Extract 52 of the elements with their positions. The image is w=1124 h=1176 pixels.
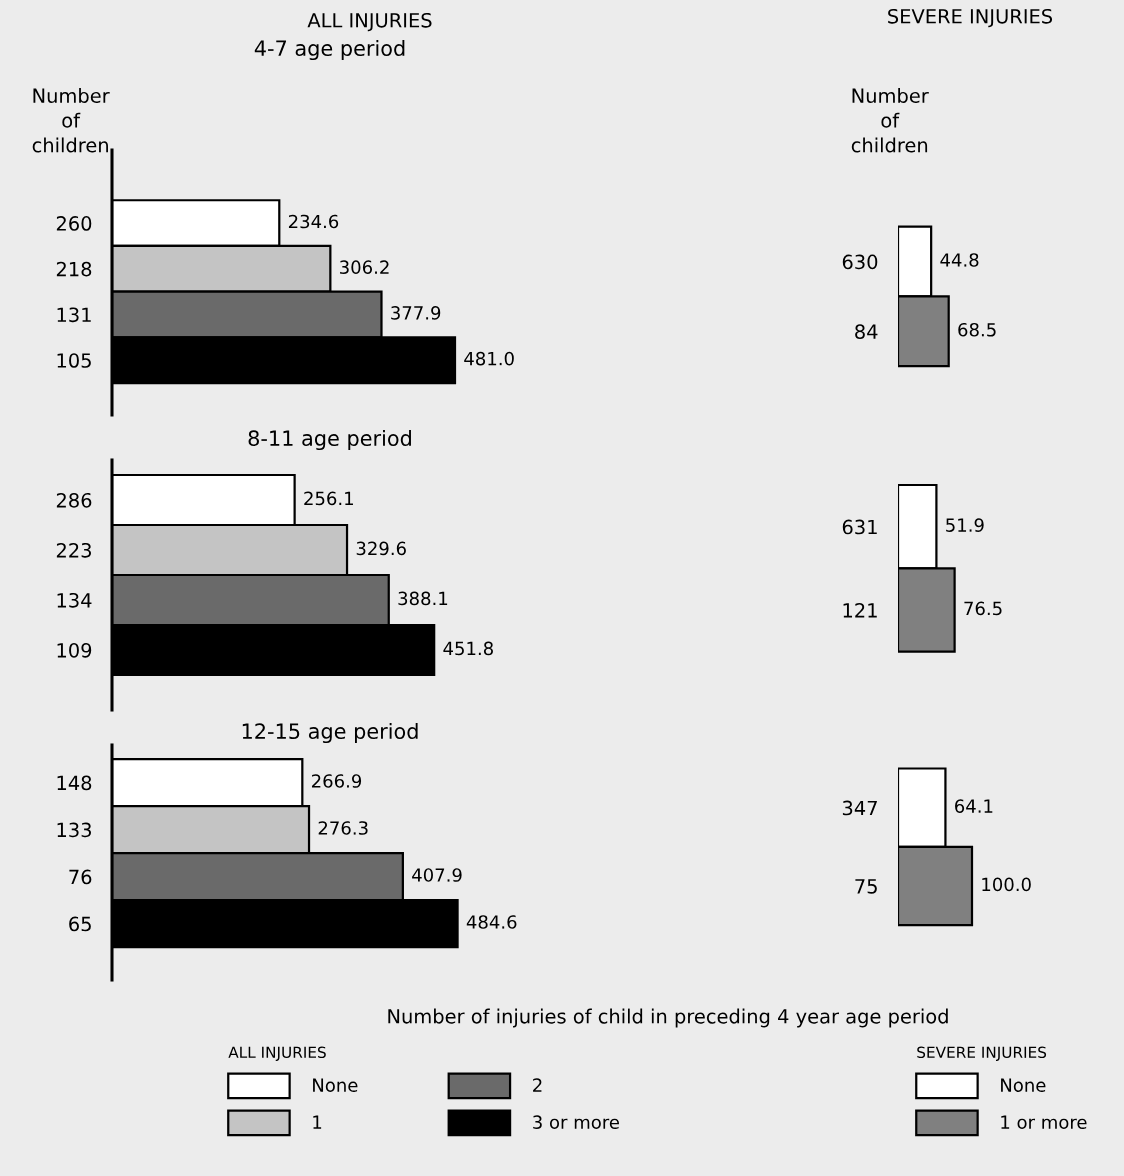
data-label: 329.6 — [356, 541, 406, 556]
y-tick-label: 75 — [855, 879, 877, 894]
legend-label: 3 or more — [533, 1115, 619, 1129]
y-axis-title: Number of children — [851, 88, 929, 153]
y-tick-label: 148 — [57, 775, 92, 791]
data-label: 388.1 — [398, 591, 448, 606]
y-tick-label: 133 — [57, 822, 91, 838]
data-label: 51.9 — [946, 518, 984, 532]
y-tick-label: 109 — [57, 642, 92, 658]
data-label: 484.6 — [466, 915, 517, 929]
y-tick-label: 105 — [57, 353, 91, 368]
y-tick-label: 84 — [855, 324, 878, 339]
data-label: 256.1 — [304, 491, 353, 506]
y-tick-label: 121 — [843, 602, 877, 618]
y-tick-label: 631 — [842, 519, 877, 535]
chart-title: 12-15 age period — [242, 722, 418, 744]
legend-title: ALL INJURIES — [228, 1046, 326, 1061]
legend-label: None — [313, 1078, 358, 1092]
y-tick-label: 131 — [57, 307, 91, 323]
chart-title: 4-7 age period — [254, 39, 405, 61]
y-tick-label: 260 — [56, 216, 92, 231]
y-tick-label: 347 — [842, 800, 877, 816]
data-label: 44.8 — [940, 253, 979, 267]
text: ALL INJURIES — [307, 12, 432, 32]
y-tick-label: 286 — [56, 492, 92, 508]
y-axis-title: Number of children — [32, 88, 110, 153]
legend-label: 2 — [533, 1078, 542, 1092]
y-tick-label: 65 — [69, 916, 91, 932]
legend-label: None — [1001, 1078, 1046, 1092]
legend-label: 1 or more — [1001, 1115, 1087, 1129]
data-label: 451.8 — [443, 641, 493, 656]
data-label: 64.1 — [955, 799, 993, 813]
legend-title: SEVERE INJURIES — [917, 1046, 1047, 1061]
y-tick-label: 630 — [842, 254, 878, 270]
y-tick-label: 134 — [57, 592, 92, 608]
text: SEVERE INJURIES — [888, 8, 1053, 28]
chart-title: 8-11 age period — [248, 429, 411, 451]
data-label: 234.6 — [288, 214, 339, 229]
data-label: 68.5 — [958, 322, 996, 337]
data-label: 100.0 — [982, 877, 1031, 892]
y-tick-label: 218 — [56, 261, 92, 277]
data-label: 266.9 — [311, 774, 362, 788]
text: Number of injuries of child in preceding 4 year age period — [388, 1008, 948, 1028]
y-tick-label: 76 — [69, 869, 92, 885]
data-label: 407.9 — [412, 868, 462, 882]
data-label: 276.3 — [318, 821, 368, 835]
data-label: 481.0 — [464, 351, 514, 366]
data-label: 76.5 — [964, 601, 1002, 616]
y-tick-label: 223 — [56, 542, 91, 558]
data-label: 306.2 — [340, 260, 389, 275]
legend-label: 1 — [313, 1115, 322, 1129]
data-label: 377.9 — [391, 306, 441, 320]
